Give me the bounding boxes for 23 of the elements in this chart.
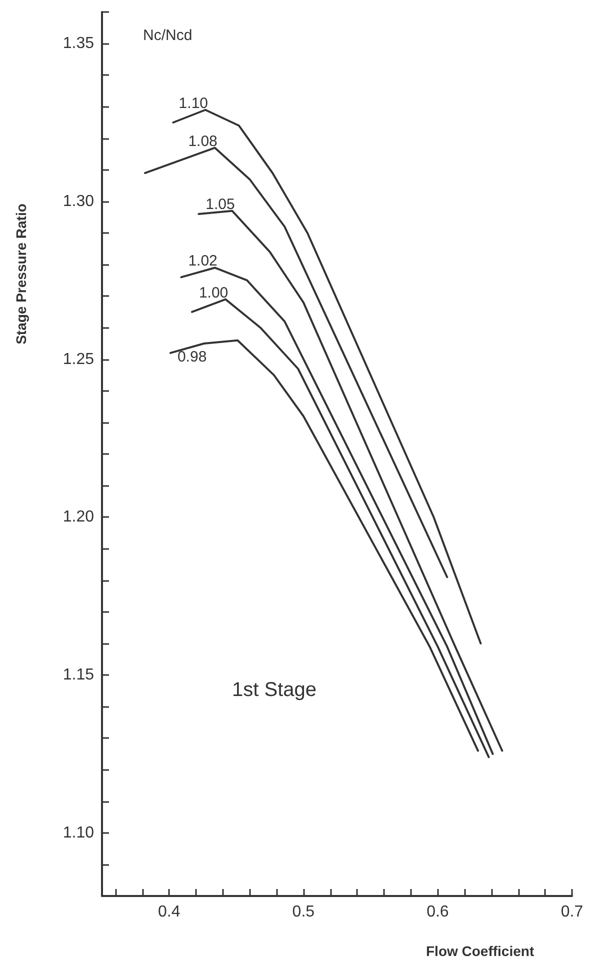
series-label: 1.02 (188, 252, 218, 270)
x-tick-label: 0.6 (426, 904, 449, 920)
y-tick-label: 1.35 (62, 35, 94, 52)
legend-title: Nc/Ncd (143, 27, 192, 44)
y-axis-title: Stage Pressure Ratio (13, 204, 29, 344)
series-label: 1.00 (198, 284, 228, 302)
series-label: 1.08 (188, 132, 218, 150)
line-series (172, 108, 482, 644)
x-axis-title: Flow Coefficient (426, 943, 534, 959)
y-tick-label: 1.20 (62, 508, 94, 526)
series-label: 0.98 (177, 348, 207, 366)
x-tick-label: 0.4 (158, 904, 180, 920)
x-tick-label: 0.7 (560, 904, 584, 920)
series-label: 1.05 (206, 196, 235, 213)
annotation: 1st Stage (232, 679, 317, 701)
y-tick-label: 1.30 (62, 192, 94, 210)
y-tick-label: 1.10 (62, 824, 94, 842)
x-tick-label: 0.5 (292, 904, 315, 920)
line-series (144, 146, 448, 578)
y-tick-label: 1.25 (62, 350, 94, 368)
y-tick-label: 1.15 (62, 666, 94, 684)
line-series (169, 339, 479, 752)
series-label: 1.10 (178, 94, 208, 112)
